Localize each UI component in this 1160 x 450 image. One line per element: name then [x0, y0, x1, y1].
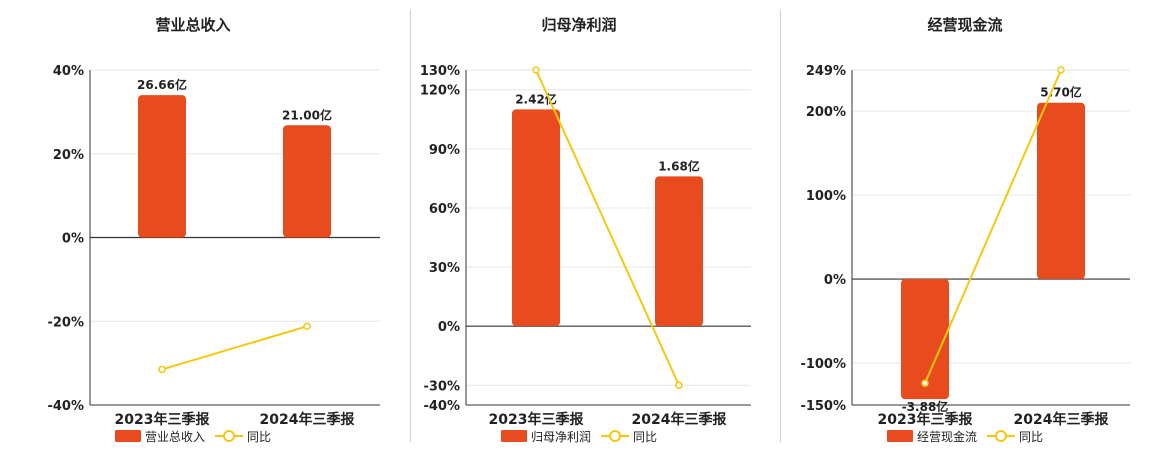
y-tick-label: 40% — [53, 64, 84, 79]
chart-panel-cash-flow: 经营现金流 -150% -100% 0% 100% 200% 249% -3.88亿 5.70… — [772, 0, 1158, 450]
y-tick-label: -40% — [47, 399, 84, 414]
chart-plot-cash-flow: -150% -100% 0% 100% 200% 249% -3.88亿 5.70亿 2023年… — [800, 64, 1130, 428]
legend-bar-label: 营业总收入 — [144, 429, 205, 444]
legend-bar-label: 归母净利润 — [530, 429, 591, 444]
chart-legend: 归母净利润 同比 — [386, 427, 772, 445]
legend-item-bar[interactable]: 经营现金流 — [886, 428, 977, 445]
legend-bar-swatch — [500, 430, 527, 442]
y-tick-label: 249% — [806, 64, 846, 79]
legend-bar-swatch — [886, 430, 913, 442]
y-tick-label: 30% — [429, 261, 460, 276]
yoy-point — [532, 66, 540, 74]
bar — [138, 95, 186, 238]
yoy-point — [921, 379, 929, 387]
y-tick-label: -100% — [800, 357, 846, 372]
legend-bar-swatch — [114, 430, 141, 442]
y-tick-label: 120% — [420, 84, 460, 99]
x-tick-label: 2024年三季报 — [260, 411, 355, 428]
legend-line-swatch — [601, 430, 629, 442]
chart-title: 经营现金流 — [927, 16, 1003, 34]
legend-item-bar[interactable]: 营业总收入 — [114, 428, 205, 445]
y-tick-label: 0% — [824, 273, 846, 288]
x-tick-label: 2023年三季报 — [489, 411, 584, 428]
x-tick-label: 2023年三季报 — [878, 411, 973, 428]
chart-plot-net-profit: -40%-30%0%30%60%90%120%130%2.42亿1.68亿202… — [420, 64, 751, 428]
legend-item-line[interactable]: 同比 — [987, 428, 1043, 445]
bar-data-label: -3.88亿 — [902, 399, 949, 414]
legend-line-swatch — [987, 430, 1015, 442]
yoy-point — [303, 322, 311, 331]
yoy-line — [161, 325, 308, 371]
chart-legend: 经营现金流 同比 — [772, 427, 1158, 445]
bar-data-label: 26.66亿 — [137, 77, 187, 92]
legend-item-line[interactable]: 同比 — [215, 428, 271, 445]
y-tick-label: -150% — [800, 399, 846, 414]
y-tick-label: 100% — [806, 189, 846, 204]
yoy-point — [1057, 66, 1065, 74]
chart-title: 营业总收入 — [155, 16, 231, 34]
y-tick-label: 60% — [429, 202, 460, 217]
y-tick-label: -40% — [423, 399, 460, 414]
bar — [512, 109, 560, 327]
legend-line-swatch — [215, 430, 243, 442]
bar-data-label: 21.00亿 — [282, 107, 332, 122]
bar — [283, 125, 331, 238]
y-tick-label: 130% — [420, 64, 460, 79]
chart-panel-revenue: 营业总收入 -40% -20% 0% 20% 40% 26.66亿 21.00亿 2023年三… — [0, 0, 386, 450]
bar-data-label: 5.70亿 — [1040, 85, 1082, 100]
panel-divider — [410, 10, 411, 442]
legend-line-label: 同比 — [1019, 429, 1044, 444]
bar-data-label: 1.68亿 — [658, 158, 700, 173]
y-tick-label: 200% — [806, 105, 846, 120]
legend-item-line[interactable]: 同比 — [601, 428, 657, 445]
y-tick-label: -30% — [423, 379, 460, 394]
panel-divider — [780, 10, 781, 442]
chart-plot-revenue: -40% -20% 0% 20% 40% 26.66亿 21.00亿 2023年三季报 2024… — [47, 64, 380, 428]
chart-panel-net-profit: 归母净利润 -40% -30% 0% 30% 60% 90% 120% 130% 2.42亿 1.… — [386, 0, 772, 450]
y-tick-label: -20% — [47, 315, 84, 330]
chart-legend: 营业总收入 同比 — [0, 427, 386, 445]
x-tick-label: 2024年三季报 — [632, 411, 727, 428]
y-tick-label: 90% — [429, 143, 460, 158]
legend-line-label: 同比 — [633, 429, 658, 444]
x-tick-label: 2024年三季报 — [1014, 411, 1109, 428]
legend-item-bar[interactable]: 归母净利润 — [500, 428, 591, 445]
yoy-point — [158, 365, 166, 374]
yoy-line — [535, 69, 680, 386]
legend-bar-label: 经营现金流 — [916, 429, 977, 444]
legend-line-label: 同比 — [247, 429, 272, 444]
bar — [1037, 102, 1085, 280]
yoy-point — [675, 381, 683, 390]
y-tick-label: 0% — [438, 320, 460, 335]
y-tick-label: 20% — [53, 148, 84, 163]
y-tick-label: 0% — [62, 232, 84, 247]
bar — [655, 176, 703, 327]
yoy-line — [924, 69, 1062, 384]
bar — [901, 279, 949, 400]
chart-title: 归母净利润 — [541, 16, 617, 34]
x-tick-label: 2023年三季报 — [115, 411, 210, 428]
